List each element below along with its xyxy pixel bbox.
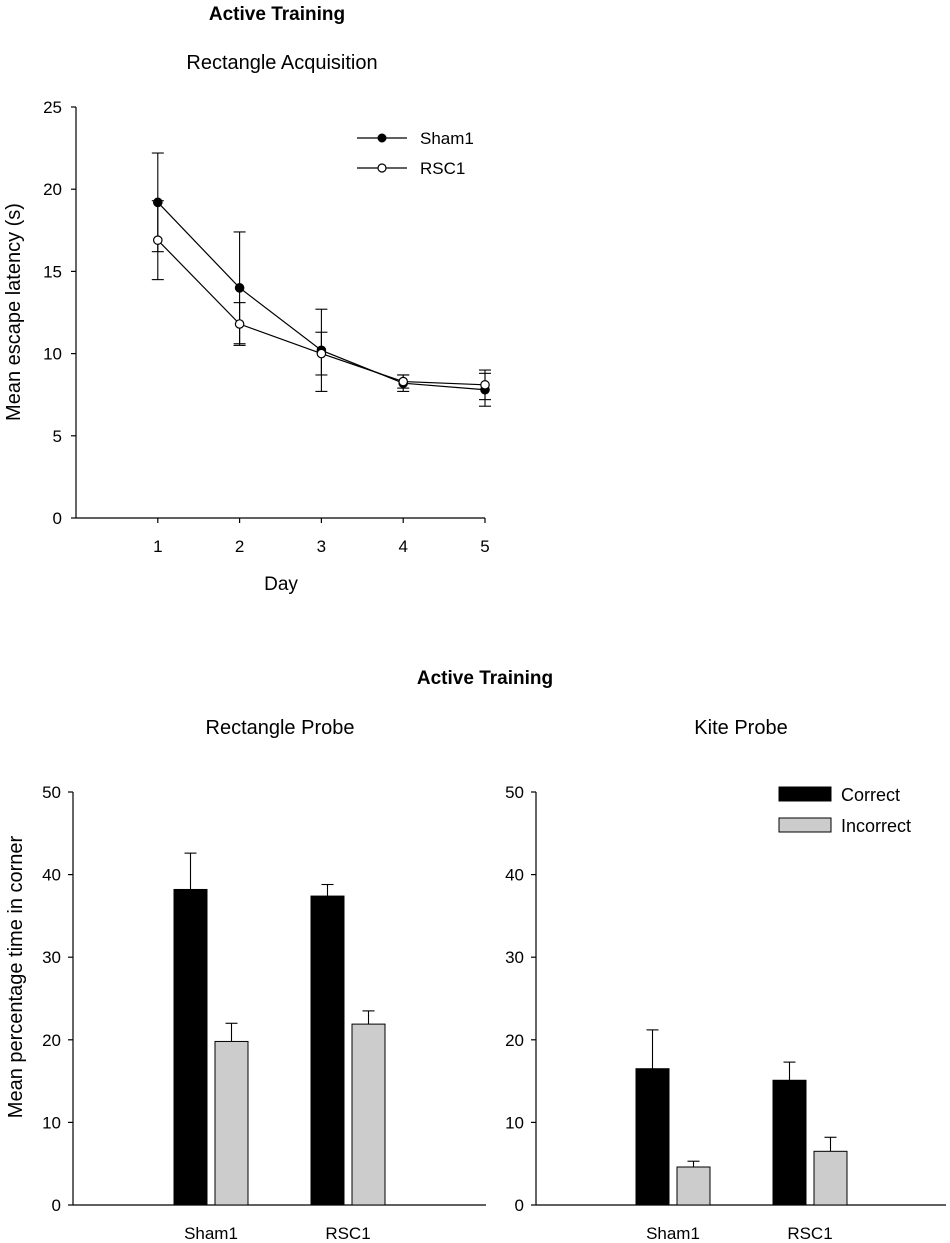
bar-rsc1-incorrect — [351, 1023, 386, 1206]
data-point — [234, 283, 245, 293]
y-tick-label: 20 — [43, 180, 62, 199]
y-tick-label: 50 — [505, 783, 524, 802]
y-tick-label: 5 — [53, 427, 62, 446]
bar-rsc1-incorrect — [813, 1150, 848, 1206]
kite-probe-chart: Kite Probe 0 10 20 30 40 50 Sham1 RSC1 Correct… — [505, 717, 946, 1243]
y-tick-label: 50 — [42, 783, 61, 802]
y-tick-label: 30 — [505, 948, 524, 967]
bar-sham1-correct — [635, 1068, 670, 1206]
x-tick-label: 3 — [317, 537, 326, 556]
x-tick-label: 5 — [480, 537, 489, 556]
legend-rsc1-marker — [377, 163, 387, 173]
x-tick-label: Sham1 — [646, 1224, 700, 1243]
x-tick-label: RSC1 — [787, 1224, 832, 1243]
x-tick-label: 1 — [153, 537, 162, 556]
x-tick-label: RSC1 — [325, 1224, 370, 1243]
data-point — [316, 348, 327, 359]
acquisition-chart-title: Rectangle Acquisition — [186, 52, 377, 74]
top-section-title: Active Training — [209, 4, 345, 25]
y-tick-label: 0 — [52, 1196, 61, 1215]
legend-sham1-marker — [377, 133, 387, 143]
bar-sham1-incorrect — [676, 1166, 711, 1206]
legend-sham1-label: Sham1 — [420, 129, 474, 148]
legend-rsc1-label: RSC1 — [420, 159, 465, 178]
acquisition-chart: Active Training Rectangle Acquisition Me… — [3, 4, 491, 595]
acquisition-legend: Sham1 RSC1 — [357, 129, 474, 178]
kite-probe-title: Kite Probe — [694, 717, 787, 739]
legend-incorrect-label: Incorrect — [841, 816, 911, 836]
bar-rsc1-correct — [310, 895, 345, 1206]
x-tick-label: Sham1 — [184, 1224, 238, 1243]
y-tick-label: 10 — [42, 1113, 61, 1132]
y-tick-label: 25 — [43, 98, 62, 117]
acquisition-x-axis-label: Day — [264, 574, 298, 595]
probe-y-axis-label: Mean percentage time in corner — [5, 835, 27, 1118]
y-tick-label: 10 — [505, 1113, 524, 1132]
y-tick-label: 0 — [53, 509, 62, 528]
legend-correct-swatch — [778, 786, 832, 802]
x-tick-label: 2 — [235, 537, 244, 556]
rectangle-probe-chart: Rectangle Probe Mean percentage time in … — [5, 717, 486, 1243]
y-tick-label: 40 — [42, 866, 61, 885]
y-tick-label: 20 — [42, 1031, 61, 1050]
y-tick-label: 0 — [515, 1196, 524, 1215]
y-tick-label: 15 — [43, 262, 62, 281]
y-tick-label: 10 — [43, 345, 62, 364]
y-tick-label: 40 — [505, 866, 524, 885]
bar-sham1-incorrect — [214, 1040, 249, 1206]
bar-rsc1-correct — [772, 1079, 807, 1206]
legend-correct-label: Correct — [841, 785, 900, 805]
y-tick-label: 30 — [42, 948, 61, 967]
x-tick-label: 4 — [398, 537, 407, 556]
bottom-section-title: Active Training — [417, 668, 553, 689]
y-tick-label: 20 — [505, 1031, 524, 1050]
bar-sham1-correct — [173, 888, 208, 1206]
series-rsc1 — [151, 200, 491, 401]
data-point — [480, 380, 490, 390]
data-point — [234, 319, 245, 329]
kite-probe-legend: Correct Incorrect — [778, 785, 911, 836]
acquisition-y-axis-label: Mean escape latency (s) — [3, 203, 25, 421]
data-point — [398, 376, 408, 387]
rectangle-probe-title: Rectangle Probe — [206, 717, 355, 739]
legend-incorrect-swatch — [778, 817, 832, 833]
data-point — [153, 235, 163, 245]
